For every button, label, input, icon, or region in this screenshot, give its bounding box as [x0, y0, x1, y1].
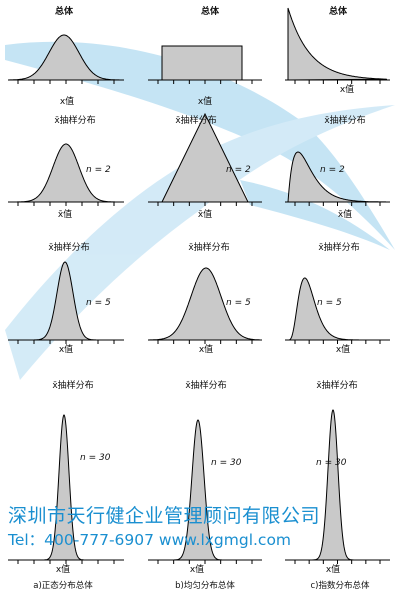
panel-title-r2-c0: x̄抽样分布: [48, 241, 89, 253]
plot-grid: [8, 7, 390, 564]
caption-exponential: c)指数分布总体: [311, 580, 370, 591]
axis-label-r3-c2: x值: [326, 563, 340, 575]
panel-title-r0-c1: 总体: [201, 5, 220, 17]
n-label-r2-c2: n = 5: [317, 298, 342, 308]
panel-title-r1-c0: x̄抽样分布: [54, 114, 95, 126]
panel-title-r2-c2: x̄抽样分布: [318, 241, 359, 253]
watermark-company: 深圳市天行健企业管理顾问有限公司: [8, 505, 321, 527]
axis-label-r2-c0: x值: [59, 343, 73, 355]
axis-label-r0-c0: x值: [60, 95, 74, 107]
panel-title-r1-c1: x̄抽样分布: [175, 114, 216, 126]
n-label-r3-c1: n = 30: [211, 458, 242, 468]
axis-label-r0-c1: x值: [198, 95, 212, 107]
axis-label-r3-c0: x值: [56, 563, 70, 575]
n-label-r2-c1: n = 5: [226, 298, 251, 308]
panel-title-r0-c0: 总体: [55, 5, 74, 17]
caption-uniform: b)均匀分布总体: [175, 580, 235, 591]
caption-normal: a)正态分布总体: [33, 580, 93, 591]
panel-title-r3-c0: x̄抽样分布: [52, 379, 93, 391]
axis-label-r1-c2: x̄值: [338, 208, 352, 220]
axis-label-r1-c1: x̄值: [198, 208, 212, 220]
distribution-curve-r0-c1: [161, 45, 243, 81]
axis-label-r2-c2: x值: [336, 343, 350, 355]
n-label-r3-c2: n = 30: [316, 458, 347, 468]
distribution-curve-r0-c2: [287, 7, 388, 81]
panel-title-r3-c1: x̄抽样分布: [185, 379, 226, 391]
n-label-r3-c0: n = 30: [80, 453, 111, 463]
n-label-r1-c0: n = 2: [86, 165, 111, 175]
distribution-curve-r0-c0: [9, 34, 122, 81]
distribution-curve-r1-c0: [10, 143, 122, 203]
watermark-contact: Tel：400-777-6907 www.lxgmgl.com: [8, 531, 292, 549]
n-label-r2-c0: n = 5: [86, 298, 111, 308]
axis-label-r1-c0: x̄值: [58, 208, 72, 220]
panel-title-r1-c2: x̄抽样分布: [324, 114, 365, 126]
axis-label-r2-c1: x值: [199, 343, 213, 355]
n-label-r1-c1: n = 2: [226, 165, 251, 175]
axis-label-r0-c2: x值: [340, 83, 354, 95]
distribution-curve-r2-c2: [288, 277, 386, 341]
n-label-r1-c2: n = 2: [320, 165, 345, 175]
panel-title-r3-c2: x̄抽样分布: [316, 379, 357, 391]
axis-label-r3-c1: x值: [190, 563, 204, 575]
panel-title-r0-c2: 总体: [329, 5, 348, 17]
panel-title-r2-c1: x̄抽样分布: [188, 241, 229, 253]
distribution-curve-r2-c1: [149, 267, 261, 341]
